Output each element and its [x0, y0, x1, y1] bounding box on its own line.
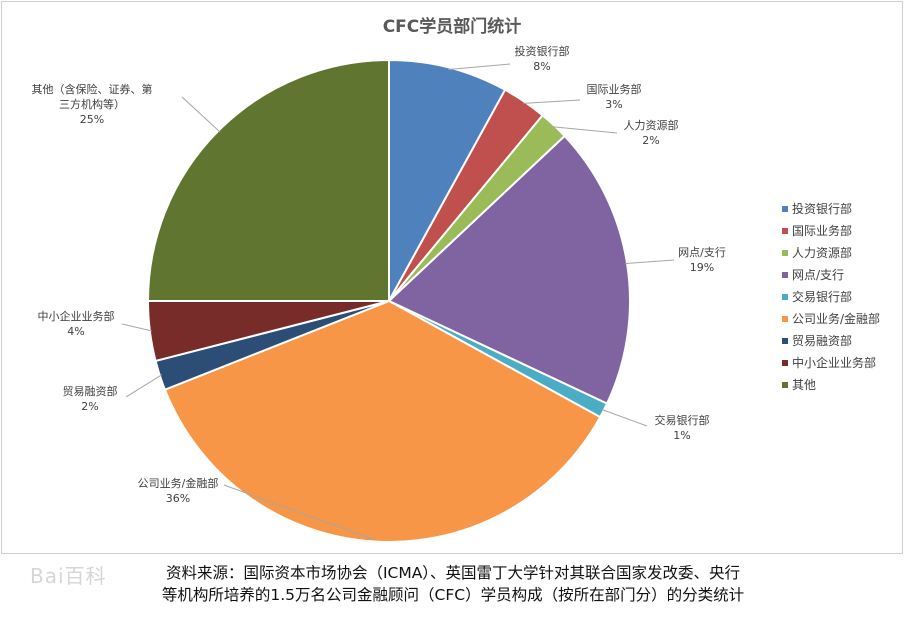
legend-swatch-6: [782, 316, 788, 322]
slice-7-label: 贸易融资部: [63, 384, 118, 398]
legend-entry-9: 其他: [792, 378, 816, 392]
legend-swatch-5: [782, 294, 788, 300]
slice-5-leader-line: [601, 409, 648, 427]
slice-4-percent-label: 19%: [690, 261, 714, 274]
slice-1-wedge: [388, 58, 507, 302]
slice-1-leader-line: [448, 63, 511, 71]
slice-3-percent-label: 2%: [642, 134, 659, 147]
slice-8-leader-line: [121, 323, 152, 332]
legend-entry-4: 网点/支行: [792, 268, 844, 282]
slice-9-leader-line: [181, 96, 221, 133]
chart-frame: CFC学员部门统计 投资银行部 8% 国际业务部 3% 人力资源部 2% 网点/支行 19% 交…: [1, 1, 903, 554]
slice-5-label: 交易银行部: [655, 413, 710, 427]
slice-2-leader-line: [523, 99, 581, 104]
legend-entry-7: 贸易融资部: [792, 333, 852, 348]
slice-2-percent-label: 3%: [605, 98, 622, 111]
source-note-line2: 等机构所培养的1.5万名公司金融顾问（CFC）学员构成（按所在部门分）的分类统计: [161, 586, 745, 604]
slice-8-percent-label: 4%: [67, 325, 84, 338]
legend-swatch-9: [782, 382, 788, 388]
slice-6-percent-label: 36%: [166, 492, 190, 505]
legend-entry-1: 投资银行部: [792, 201, 852, 216]
slice-1-percent-label: 8%: [533, 60, 550, 73]
slice-7-leader-line: [125, 374, 162, 398]
legend-swatch-4: [782, 272, 788, 278]
slice-4-leader-line: [625, 259, 675, 265]
slice-6-label: 公司业务/金融部: [138, 476, 219, 490]
slice-3-label: 人力资源部: [624, 118, 679, 132]
slice-9-percent-label: 25%: [80, 113, 104, 126]
slice-3-leader-line: [552, 126, 618, 134]
legend-entry-5: 交易银行部: [792, 289, 852, 304]
legend-swatch-8: [782, 360, 788, 366]
slice-2-label: 国际业务部: [587, 82, 642, 96]
slice-9-label-line1: 其他（含保险、证券、第: [32, 82, 153, 96]
watermark-logo: Bai百科: [30, 564, 107, 588]
slice-7-percent-label: 2%: [81, 400, 98, 413]
slice-6-wedge: [163, 299, 602, 543]
legend-entry-8: 中小企业业务部: [792, 355, 876, 370]
slice-6-leader-line: [223, 484, 375, 540]
slice-9-label-line2: 三方机构等）: [59, 97, 125, 111]
chart-title: CFC学员部门统计: [383, 16, 522, 37]
pie-chart: CFC学员部门统计 投资银行部8%国际业务部3%人力资源部2%网点/支行19%交…: [32, 16, 880, 543]
source-note-line1: 资料来源：国际资本市场协会（ICMA）、英国雷丁大学针对其联合国家发改委、央行: [165, 564, 741, 582]
legend-swatch-1: [782, 206, 788, 212]
slice-8-label: 中小企业业务部: [38, 309, 115, 323]
legend-swatch-7: [782, 338, 788, 344]
slice-5-percent-label: 1%: [673, 429, 690, 442]
slice-4-label: 网点/支行: [678, 246, 726, 259]
legend-entry-6: 公司业务/金融部: [792, 311, 880, 326]
legend-entry-3: 人力资源部: [792, 245, 852, 260]
source-note: 资料来源：国际资本市场协会（ICMA）、英国雷丁大学针对其联合国家发改委、央行 …: [0, 562, 906, 606]
legend-swatch-2: [782, 228, 788, 234]
slice-1-label: 投资银行部: [515, 44, 570, 58]
legend-entry-2: 国际业务部: [792, 223, 852, 238]
legend-swatch-3: [782, 250, 788, 256]
slice-9-wedge: [146, 58, 390, 302]
